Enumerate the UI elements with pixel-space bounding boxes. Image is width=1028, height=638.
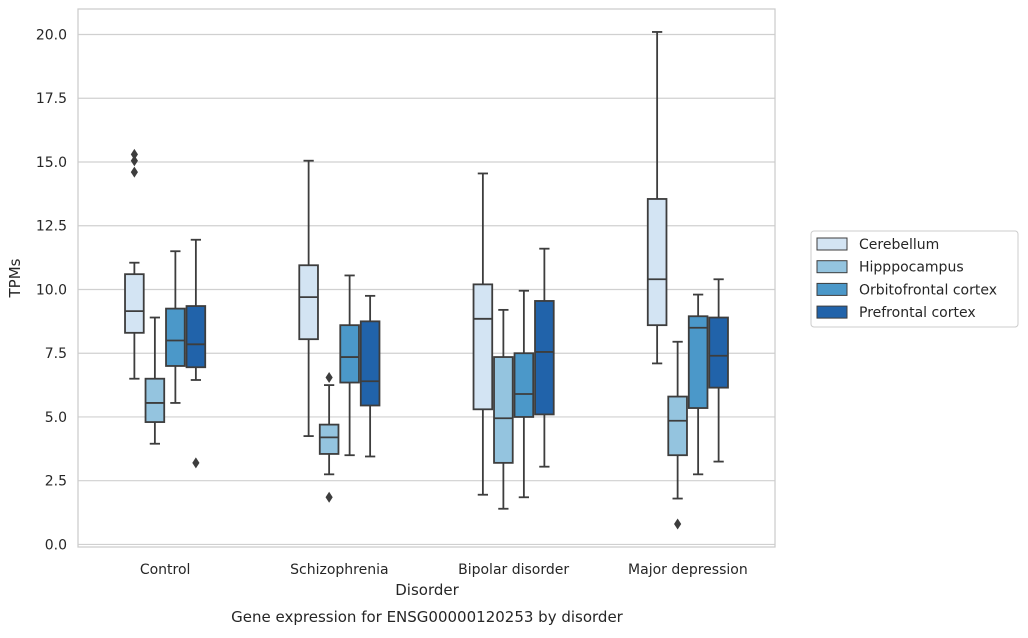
series-cerebellum (124, 31, 668, 496)
x-tick-labels: Control Schizophrenia Bipolar disorder Majo… (140, 562, 748, 578)
box-group (687, 293, 709, 476)
box-group (646, 31, 668, 365)
outlier-point (325, 491, 333, 503)
x-tick-label: Schizophrenia (290, 562, 388, 578)
box-group (339, 274, 360, 457)
x-tick-label: Bipolar disorder (458, 562, 569, 578)
box (687, 315, 709, 409)
y-tick-label: 17.5 (36, 91, 67, 107)
box-group (534, 247, 555, 468)
box-group (185, 238, 207, 469)
legend-frame (810, 230, 1019, 328)
box-group (359, 294, 381, 458)
box-group (667, 340, 688, 530)
legend-item: Hipppocampus (816, 260, 964, 276)
box (534, 300, 555, 416)
y-tick-label: 5.0 (45, 410, 67, 426)
box (165, 307, 186, 367)
box (708, 316, 729, 389)
box-series (124, 31, 729, 530)
outlier-point (192, 457, 200, 469)
y-tick-label: 2.5 (45, 474, 67, 490)
box (493, 356, 514, 464)
outlier-point (325, 371, 333, 383)
chart-caption: Gene expression for ENSG00000120253 by d… (231, 608, 624, 626)
box-group (318, 371, 340, 503)
y-tick-label: 12.5 (36, 219, 67, 235)
y-tick-label: 15.0 (36, 155, 67, 171)
x-tick-label: Major depression (628, 562, 748, 578)
x-tick-label: Control (140, 562, 191, 578)
box-group (124, 148, 145, 380)
legend-swatch (816, 305, 848, 319)
legend-swatch (816, 282, 848, 296)
box-group (472, 172, 494, 496)
legend-label: Hipppocampus (859, 260, 964, 276)
legend-label: Cerebellum (859, 237, 939, 253)
legend-label: Orbitofrontal cortex (859, 282, 997, 298)
box (339, 324, 360, 384)
outlier-point (130, 155, 138, 167)
box (185, 305, 207, 369)
box-group (298, 159, 319, 437)
legend-item: Cerebellum (816, 237, 939, 253)
box-group (144, 316, 166, 445)
legend-item: Prefrontal cortex (816, 305, 976, 321)
box (144, 377, 166, 423)
y-axis-label: TPMs (6, 258, 24, 298)
box (298, 264, 319, 341)
box-group (165, 250, 186, 404)
gridlines (78, 33, 775, 546)
series-prefrontal-cortex (185, 238, 729, 469)
y-tick-label: 10.0 (36, 282, 67, 298)
box-group (708, 278, 729, 463)
y-tick-label: 0.0 (45, 537, 67, 553)
outlier-point (130, 166, 138, 178)
legend-swatch (816, 237, 848, 251)
plot-frame (77, 8, 776, 548)
box (472, 283, 494, 411)
outlier-point (130, 148, 138, 160)
legend-swatch (816, 260, 848, 274)
series-orbitofrontal-cortex (165, 250, 709, 499)
y-tick-labels: 0.0 2.5 5.0 7.5 10.0 12.5 15.0 17.5 20.0 (36, 27, 67, 553)
box (513, 352, 535, 418)
x-axis-label: Disorder (395, 581, 459, 599)
series-hipppocampus (144, 308, 688, 530)
box-group (513, 289, 535, 499)
box (646, 198, 668, 327)
box (359, 320, 381, 407)
outlier-point (674, 518, 682, 530)
y-tick-label: 20.0 (36, 27, 67, 43)
legend: Cerebellum Hipppocampus Orbitofrontal cort… (810, 230, 1019, 328)
box (318, 423, 340, 455)
legend-label: Prefrontal cortex (859, 305, 976, 321)
box (667, 395, 688, 457)
legend-item: Orbitofrontal cortex (816, 282, 997, 298)
box (124, 273, 145, 334)
y-tick-label: 7.5 (45, 346, 67, 362)
box-group (493, 308, 514, 510)
